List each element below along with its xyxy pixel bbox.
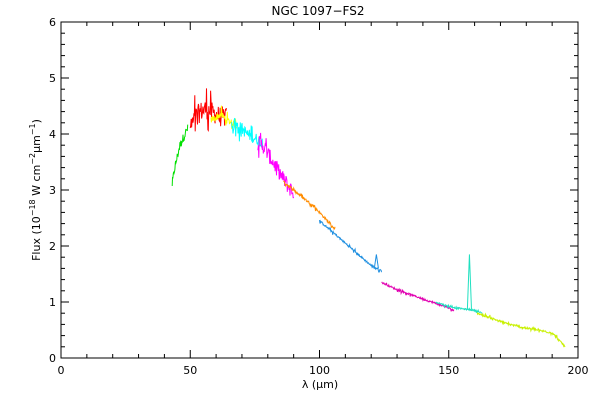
series-line-3 [210, 105, 238, 130]
y-axis-label-exp: −18 [28, 199, 37, 216]
axis-ticks: 0 50 100 150 200 0 1 2 3 4 5 6 [49, 16, 589, 377]
series-line-2 [189, 88, 227, 133]
y-tick-label: 5 [49, 72, 56, 85]
x-tick-label: 200 [568, 364, 589, 377]
y-axis-label-exp2: −2 [28, 153, 37, 165]
emission-line-spike [373, 254, 379, 269]
series-line-1 [171, 124, 189, 187]
y-axis-label-mid: W cm [30, 165, 43, 200]
y-tick-label: 3 [49, 184, 56, 197]
x-axis-label-symbol: λ [302, 378, 309, 391]
svg-text:Flux (10−18 W cm−2μm−1): Flux (10−18 W cm−2μm−1) [28, 119, 43, 261]
x-axis-label-unit: μm [316, 378, 334, 391]
series-line-7 [319, 219, 382, 273]
x-tick-label: 50 [183, 364, 197, 377]
y-tick-label: 0 [49, 352, 56, 365]
y-axis-label-exp3: −1 [28, 123, 37, 135]
chart-title: NGC 1097−FS2 [271, 4, 364, 18]
series-line-9 [435, 301, 483, 314]
y-tick-label: 4 [49, 128, 56, 141]
y-axis-label-close: ) [30, 119, 43, 123]
plot-frame [60, 21, 579, 359]
y-tick-label: 1 [49, 296, 56, 309]
series-line-6 [283, 180, 336, 231]
series-line-5 [257, 132, 295, 199]
y-axis-label-lead: Flux (10 [30, 216, 43, 261]
series-layer [171, 88, 566, 348]
x-tick-label: 0 [58, 364, 65, 377]
series-line-4 [231, 117, 264, 149]
y-tick-label: 2 [49, 240, 56, 253]
series-line-8 [381, 281, 455, 312]
y-axis-label: Flux (10−18 W cm−2μm−1) [28, 119, 43, 261]
y-axis-label-mu: μm [30, 135, 43, 153]
x-axis-label: λ (μm) [302, 378, 338, 391]
series-line-10 [476, 312, 566, 348]
x-tick-label: 100 [309, 364, 330, 377]
y-tick-label: 6 [49, 16, 56, 29]
emission-line-spike [466, 254, 472, 310]
x-tick-label: 150 [438, 364, 459, 377]
